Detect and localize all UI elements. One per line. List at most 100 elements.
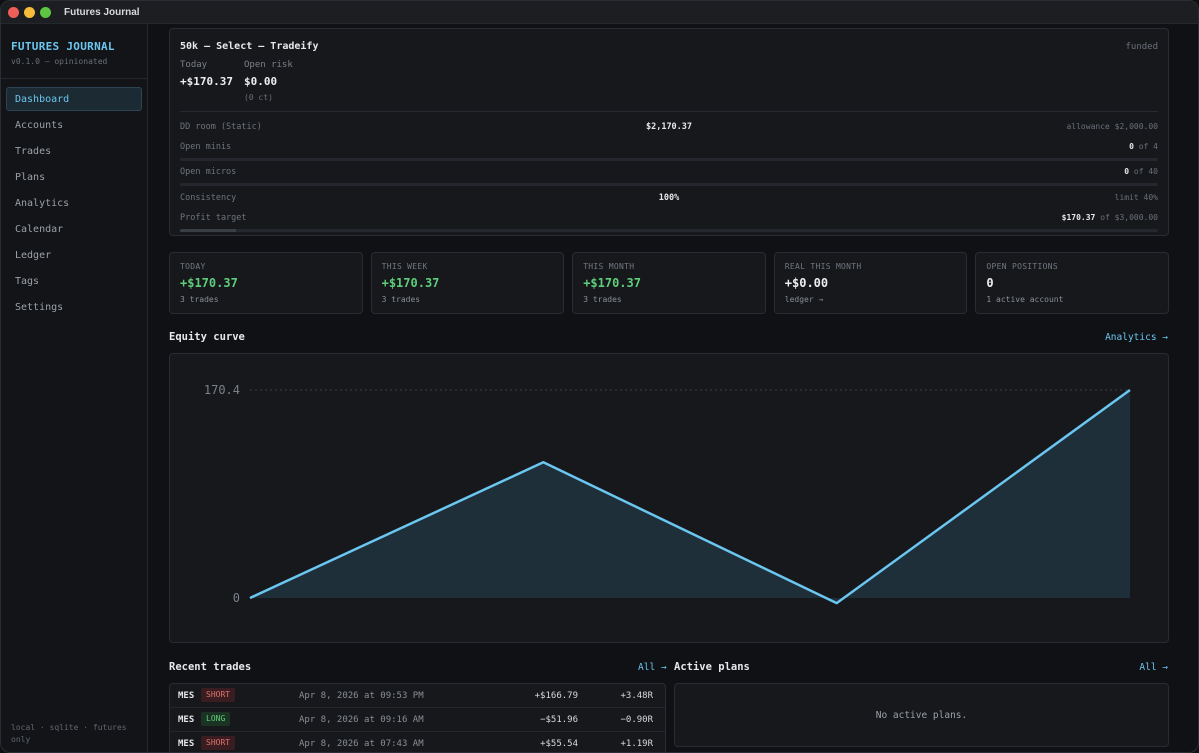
open-minis-label: Open minis (180, 142, 232, 152)
trade-r-multiple: +3.48R (620, 691, 653, 701)
trade-pnl: +$55.54 (540, 739, 578, 749)
open-minis-bar (180, 158, 1158, 161)
analytics-link[interactable]: Analytics → (1105, 332, 1168, 343)
sidebar: FUTURES JOURNAL v0.1.0 — opinionated Das… (1, 24, 148, 752)
today-value: +$170.37 (180, 75, 233, 88)
kpi-this-month: THIS MONTH +$170.37 3 trades (572, 252, 766, 314)
sidebar-item-tags[interactable]: Tags (15, 275, 40, 287)
window-title: Futures Journal (64, 6, 140, 18)
recent-trades-table: MES SHORT Apr 8, 2026 at 09:53 PM +$166.… (169, 683, 666, 752)
sidebar-nav: Dashboard Accounts Trades Plans Analytic… (1, 79, 147, 329)
table-row[interactable]: MES SHORT Apr 8, 2026 at 09:53 PM +$166.… (170, 684, 665, 708)
open-micros-bar (180, 183, 1158, 186)
profit-target-bar (180, 229, 1158, 232)
dd-room-row: DD room (Static) $2,170.37 allowance $2,… (180, 116, 1158, 136)
sidebar-item-analytics[interactable]: Analytics (15, 197, 70, 209)
profit-target-row: Profit target $170.37 of $3,000.00 (180, 207, 1158, 232)
open-risk-stat: Open risk $0.00 (0 ct) (244, 60, 293, 102)
trade-time: Apr 8, 2026 at 07:43 AM (299, 739, 424, 749)
open-minis-count: 0 of 4 (1129, 142, 1158, 151)
minimize-window-button[interactable] (24, 6, 35, 18)
divider (180, 111, 1158, 112)
kpi-today: TODAY +$170.37 3 trades (169, 252, 363, 314)
account-status-badge: funded (1125, 42, 1158, 52)
open-micros-count: 0 of 40 (1124, 167, 1158, 176)
trade-pnl: −$51.96 (540, 715, 578, 725)
table-row[interactable]: MES SHORT Apr 8, 2026 at 07:43 AM +$55.5… (170, 732, 665, 752)
recent-trades-heading: Recent trades (169, 661, 252, 673)
trade-r-multiple: +1.19R (620, 739, 653, 749)
ytick-label-zero: 0 (233, 591, 240, 605)
dd-room-label: DD room (Static) (180, 122, 262, 132)
kpi-value: +$170.37 (381, 276, 440, 290)
brand-title: FUTURES JOURNAL (11, 40, 115, 53)
kpi-row: TODAY +$170.37 3 trades THIS WEEK +$170.… (169, 252, 1169, 314)
account-name: 50k — Select — Tradeify (180, 41, 319, 52)
trade-pnl: +$166.79 (534, 691, 578, 701)
sidebar-item-plans[interactable]: Plans (15, 171, 46, 183)
open-micros-current: 0 (1124, 167, 1130, 176)
trade-side-badge: SHORT (201, 736, 236, 750)
empty-plans-message: No active plans. (875, 709, 968, 721)
open-risk-value: $0.00 (243, 75, 278, 88)
main-content: 50k — Select — Tradeify funded Today +$1… (149, 24, 1198, 752)
consistency-value: 100% (658, 193, 680, 203)
open-minis-row: Open minis 0 of 4 (180, 136, 1158, 161)
ytick-label-top: 170.4 (204, 383, 240, 397)
open-risk-contracts: (0 ct) (243, 93, 273, 102)
app-version: v0.1.0 — opinionated (11, 57, 108, 66)
table-row[interactable]: MES LONG Apr 8, 2026 at 09:16 AM −$51.96… (170, 708, 665, 732)
all-trades-link[interactable]: All → (638, 662, 667, 673)
kpi-label: THIS MONTH (583, 262, 635, 271)
open-risk-label: Open risk (243, 60, 293, 70)
consistency-label: Consistency (180, 193, 237, 203)
kpi-sub: 3 trades (381, 295, 421, 304)
sidebar-item-ledger[interactable]: Ledger (15, 249, 52, 261)
trade-symbol: MES (178, 691, 195, 701)
trade-time: Apr 8, 2026 at 09:53 PM (299, 691, 424, 701)
trade-symbol: MES (178, 715, 195, 725)
kpi-label: OPEN POSITIONS (986, 262, 1059, 271)
profit-target-label: Profit target (180, 213, 247, 223)
trade-side-badge: SHORT (201, 688, 236, 702)
sidebar-item-calendar[interactable]: Calendar (15, 223, 64, 235)
account-card[interactable]: 50k — Select — Tradeify funded Today +$1… (169, 28, 1169, 236)
title-bar: Futures Journal (1, 1, 1198, 24)
all-plans-link[interactable]: All → (1139, 662, 1168, 673)
open-micros-label: Open micros (180, 167, 237, 177)
sidebar-item-trades[interactable]: Trades (15, 145, 52, 157)
kpi-sub: 3 trades (583, 295, 622, 304)
sidebar-footer: local · sqlite · futures only (11, 723, 127, 744)
trade-side-badge: LONG (201, 712, 231, 726)
open-micros-max: of 40 (1133, 167, 1158, 176)
equity-line (249, 389, 1131, 605)
close-window-button[interactable] (8, 6, 19, 18)
open-micros-row: Open micros 0 of 40 (180, 161, 1158, 186)
profit-target-fill (180, 229, 236, 232)
equity-area (250, 390, 1130, 604)
active-plans-heading: Active plans (674, 661, 750, 673)
profit-target-current: $170.37 (1061, 213, 1096, 222)
kpi-sub: 1 active account (986, 295, 1064, 304)
sidebar-item-settings[interactable]: Settings (15, 301, 64, 313)
kpi-value: 0 (986, 276, 994, 290)
kpi-sub: 3 trades (180, 295, 219, 304)
sidebar-item-dashboard[interactable]: Dashboard (6, 87, 142, 111)
ledger-link[interactable]: ledger → (784, 295, 824, 304)
account-stats: Today +$170.37 Open risk $0.00 (0 ct) (180, 60, 1158, 102)
kpi-value: +$0.00 (784, 276, 829, 290)
kpi-real-this-month: REAL THIS MONTH +$0.00 ledger → (773, 252, 968, 314)
sidebar-item-accounts[interactable]: Accounts (15, 119, 64, 131)
profit-target-progress: $170.37 of $3,000.00 (1062, 213, 1158, 222)
kpi-value: +$170.37 (180, 276, 238, 290)
kpi-label: REAL THIS MONTH (784, 262, 862, 271)
trade-time: Apr 8, 2026 at 09:16 AM (299, 715, 424, 725)
kpi-label: THIS WEEK (381, 262, 428, 271)
open-minis-current: 0 (1129, 142, 1134, 151)
profit-target-goal: of $3,000.00 (1100, 213, 1158, 222)
open-minis-max: of 4 (1138, 142, 1158, 151)
zoom-window-button[interactable] (40, 6, 51, 18)
consistency-row: Consistency 100% limit 40% (180, 187, 1158, 207)
brand: FUTURES JOURNAL v0.1.0 — opinionated (1, 24, 147, 79)
